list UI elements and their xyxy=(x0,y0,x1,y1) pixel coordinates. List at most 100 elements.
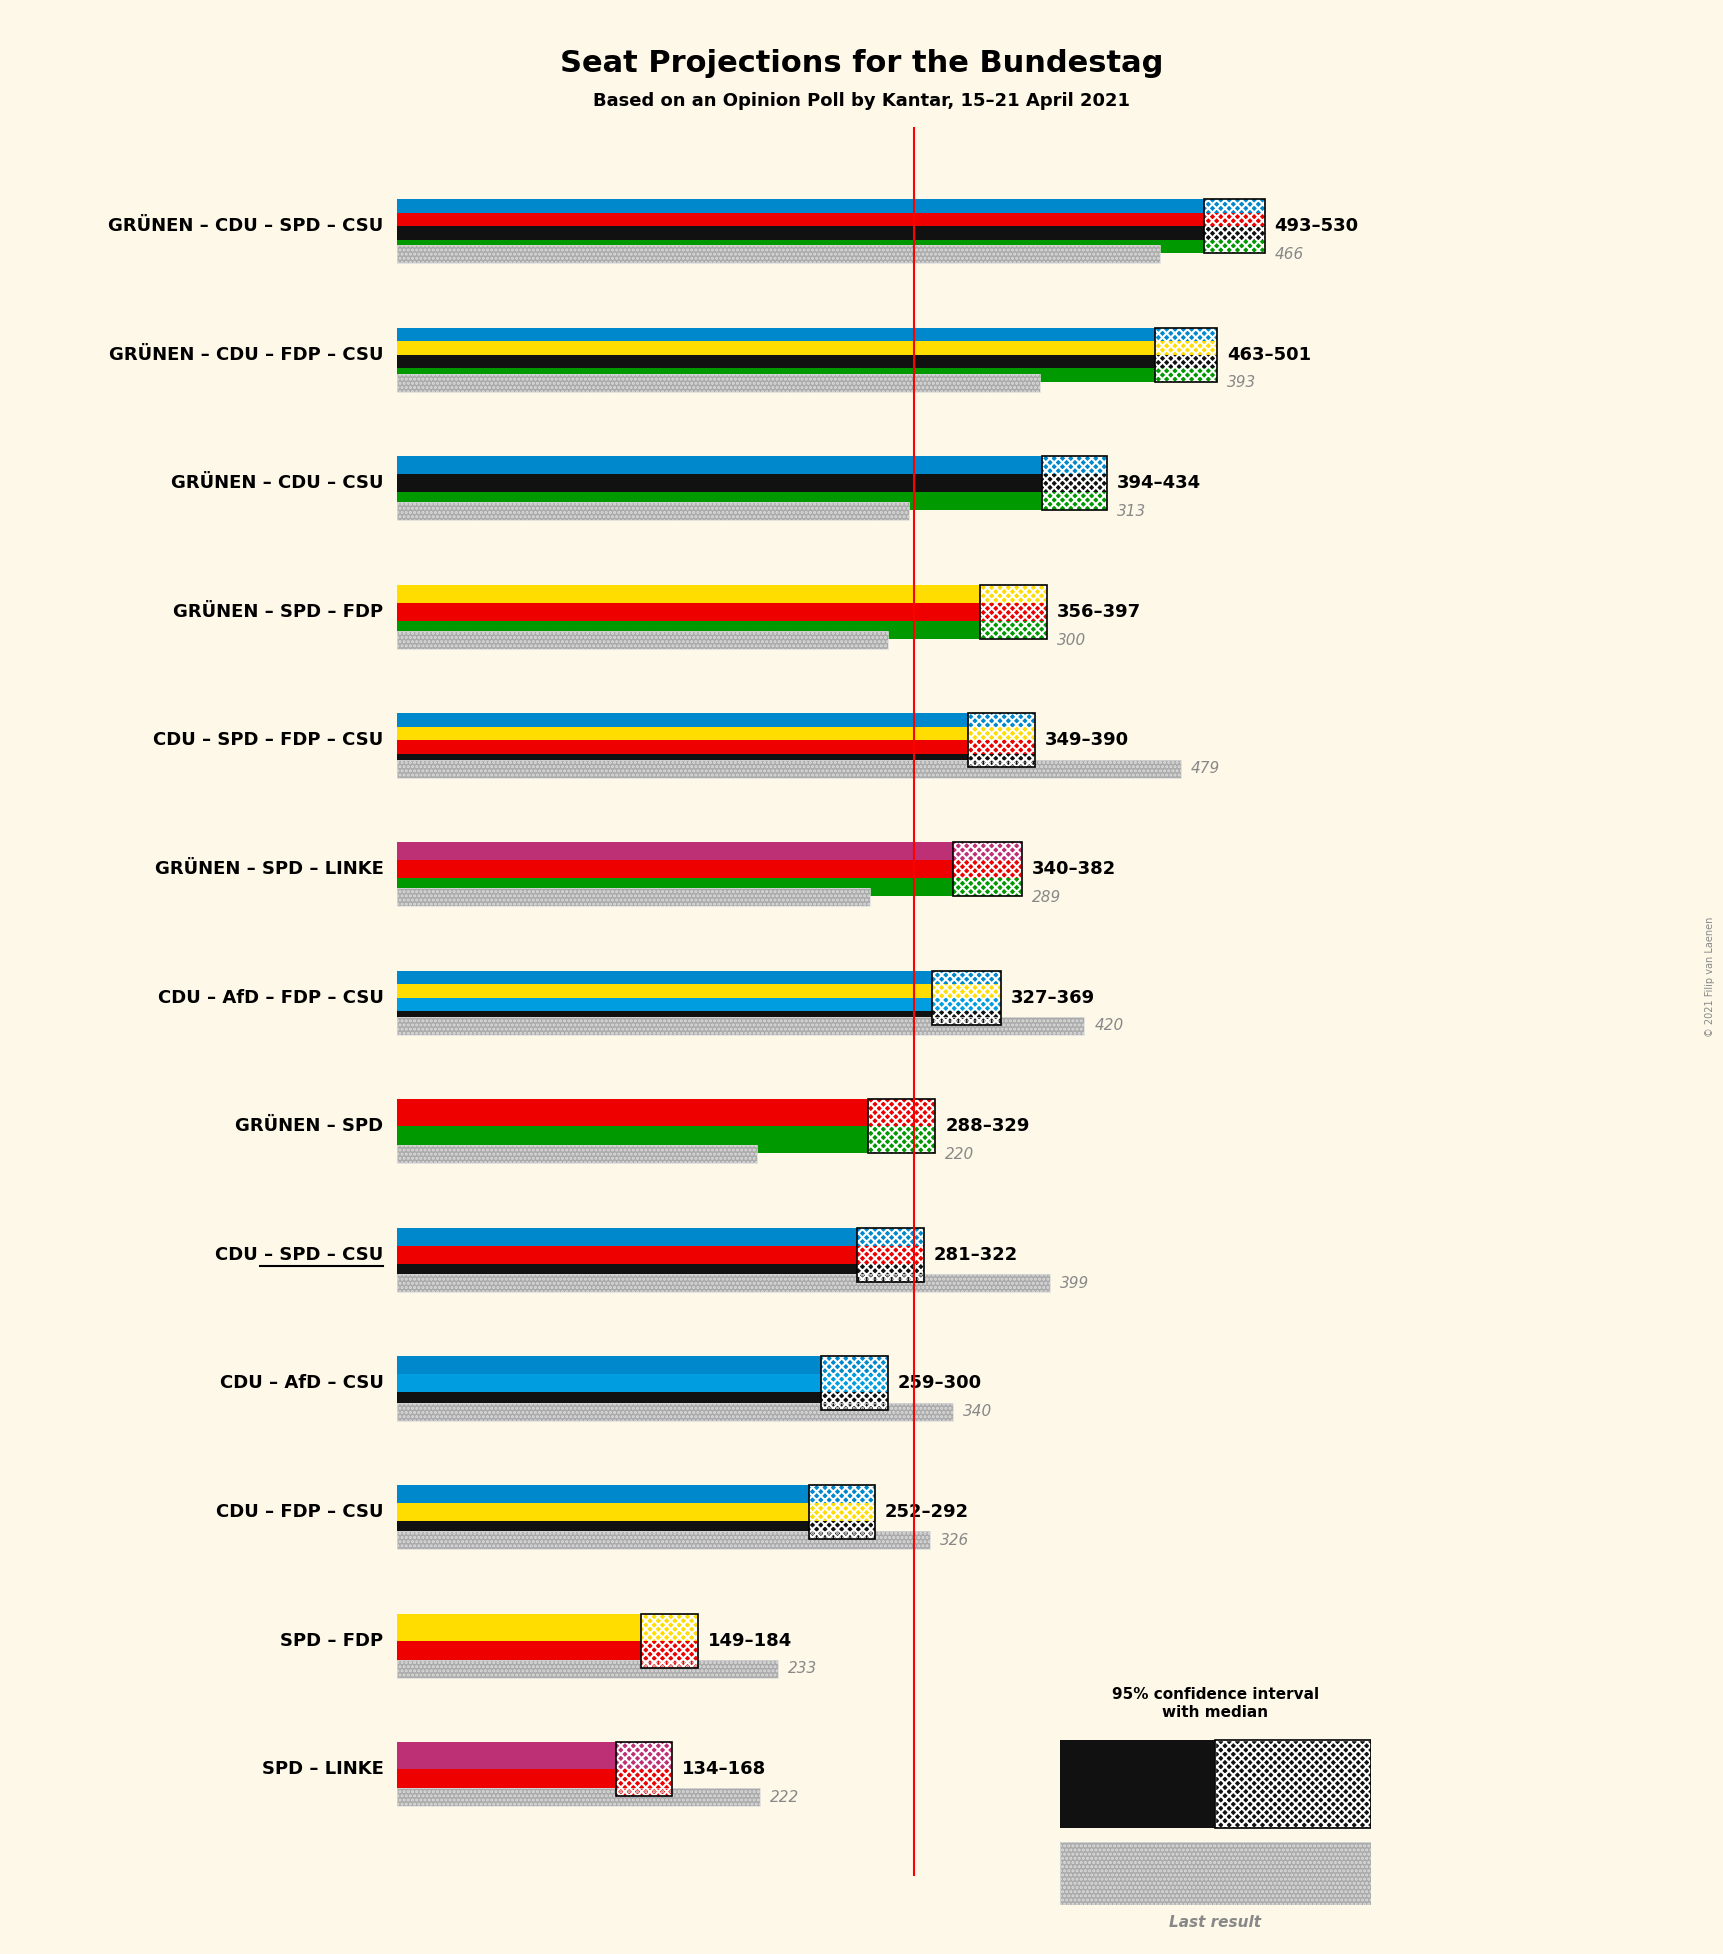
Text: CDU – FDP – CSU: CDU – FDP – CSU xyxy=(215,1503,383,1520)
Text: CDU – AfD – FDP – CSU: CDU – AfD – FDP – CSU xyxy=(157,989,383,1006)
Bar xyxy=(808,1485,874,1503)
Text: 420: 420 xyxy=(1094,1018,1123,1034)
Bar xyxy=(820,1393,887,1411)
Bar xyxy=(396,367,1185,381)
Text: Based on an Opinion Poll by Kantar, 15–21 April 2021: Based on an Opinion Poll by Kantar, 15–2… xyxy=(593,92,1130,109)
Bar xyxy=(396,889,870,907)
Bar xyxy=(396,985,967,998)
Bar xyxy=(396,502,908,520)
Bar xyxy=(396,1503,841,1520)
Bar xyxy=(615,1743,672,1768)
Text: 300: 300 xyxy=(1056,633,1085,647)
Text: 289: 289 xyxy=(1032,889,1061,905)
Bar xyxy=(615,1743,672,1768)
Bar xyxy=(856,1264,924,1282)
Text: GRÜNEN – SPD – FDP: GRÜNEN – SPD – FDP xyxy=(174,602,383,621)
Bar xyxy=(932,971,1001,1024)
Text: 399: 399 xyxy=(1060,1276,1089,1290)
Bar xyxy=(968,713,1034,727)
Bar xyxy=(396,227,1234,240)
Bar xyxy=(953,842,1022,860)
Bar xyxy=(968,754,1034,768)
Bar xyxy=(932,1010,1001,1024)
Bar xyxy=(1041,492,1106,510)
Bar xyxy=(396,1659,777,1678)
Bar xyxy=(856,1264,924,1282)
Text: 463–501: 463–501 xyxy=(1227,346,1309,363)
Bar xyxy=(396,621,1013,639)
Bar xyxy=(396,213,1234,227)
Bar xyxy=(396,1743,643,1768)
Text: GRÜNEN – SPD: GRÜNEN – SPD xyxy=(234,1118,383,1135)
Bar xyxy=(396,199,1234,213)
Bar xyxy=(396,240,1234,252)
Bar xyxy=(396,1768,643,1796)
Bar xyxy=(868,1100,936,1126)
Bar xyxy=(1154,354,1216,367)
Bar xyxy=(808,1503,874,1520)
Bar xyxy=(1154,354,1216,367)
Bar xyxy=(396,741,1001,754)
Bar xyxy=(396,246,1160,264)
Bar xyxy=(1154,342,1216,354)
Text: CDU – SPD – CSU: CDU – SPD – CSU xyxy=(215,1247,383,1264)
Bar xyxy=(953,877,1022,897)
Bar xyxy=(396,631,887,649)
Bar xyxy=(1203,199,1265,213)
Text: SPD – FDP: SPD – FDP xyxy=(281,1632,383,1649)
Bar xyxy=(396,1520,841,1540)
Bar xyxy=(1154,367,1216,381)
Bar xyxy=(396,1274,1049,1292)
Bar xyxy=(1060,1843,1370,1905)
Bar xyxy=(1215,1739,1370,1827)
Bar xyxy=(396,455,1073,475)
Text: 288–329: 288–329 xyxy=(944,1118,1029,1135)
Bar xyxy=(808,1485,874,1503)
Bar xyxy=(808,1520,874,1540)
Bar xyxy=(1154,328,1216,342)
Bar xyxy=(396,1374,855,1393)
Text: 393: 393 xyxy=(1227,375,1256,391)
Bar xyxy=(1203,213,1265,227)
Bar xyxy=(641,1641,698,1667)
Bar xyxy=(396,1393,855,1411)
Bar xyxy=(953,860,1022,877)
Bar xyxy=(868,1100,936,1153)
Bar xyxy=(396,1485,841,1503)
Bar xyxy=(396,354,1185,367)
Text: 340–382: 340–382 xyxy=(1032,860,1115,877)
Text: 326: 326 xyxy=(939,1532,968,1548)
Bar xyxy=(641,1614,698,1641)
Bar xyxy=(396,713,1001,727)
Text: GRÜNEN – SPD – LINKE: GRÜNEN – SPD – LINKE xyxy=(155,860,383,877)
Bar xyxy=(396,1659,777,1678)
Text: 252–292: 252–292 xyxy=(884,1503,968,1520)
Bar xyxy=(953,842,1022,860)
Bar xyxy=(1203,199,1265,213)
Text: 134–168: 134–168 xyxy=(681,1761,765,1778)
Bar xyxy=(932,1010,1001,1024)
Bar xyxy=(932,971,1001,985)
Bar xyxy=(979,621,1046,639)
Bar xyxy=(1215,1739,1370,1827)
Text: GRÜNEN – CDU – SPD – CSU: GRÜNEN – CDU – SPD – CSU xyxy=(109,217,383,234)
Bar xyxy=(808,1485,874,1540)
Text: SPD – LINKE: SPD – LINKE xyxy=(262,1761,383,1778)
Bar xyxy=(1154,328,1216,381)
Bar xyxy=(1154,367,1216,381)
Bar xyxy=(396,754,1001,768)
Bar xyxy=(396,631,887,649)
Bar xyxy=(396,1016,1084,1036)
Bar xyxy=(979,621,1046,639)
Bar xyxy=(396,1614,669,1641)
Text: 394–434: 394–434 xyxy=(1117,475,1201,492)
Bar xyxy=(1041,455,1106,510)
Bar xyxy=(868,1126,936,1153)
Bar xyxy=(396,246,1160,264)
Bar xyxy=(820,1374,887,1393)
Bar xyxy=(396,860,987,877)
Bar xyxy=(1041,475,1106,492)
Bar xyxy=(1203,199,1265,252)
Bar xyxy=(979,584,1046,639)
Text: 281–322: 281–322 xyxy=(934,1247,1017,1264)
